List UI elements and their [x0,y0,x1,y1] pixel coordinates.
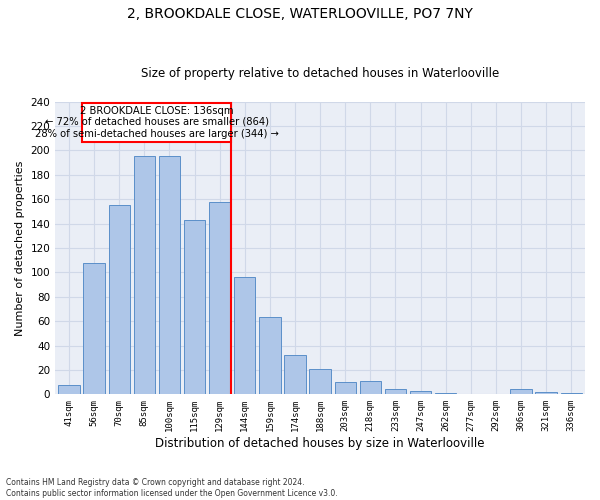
Text: ← 72% of detached houses are smaller (864): ← 72% of detached houses are smaller (86… [45,117,269,127]
Bar [284,356,305,395]
Text: 28% of semi-detached houses are larger (344) →: 28% of semi-detached houses are larger (… [35,129,278,139]
Text: Contains HM Land Registry data © Crown copyright and database right 2024.
Contai: Contains HM Land Registry data © Crown c… [6,478,338,498]
Bar [310,368,331,394]
Bar [410,390,431,394]
Bar [359,381,381,394]
Title: Size of property relative to detached houses in Waterlooville: Size of property relative to detached ho… [141,66,499,80]
Y-axis label: Number of detached properties: Number of detached properties [15,160,25,336]
Bar [259,318,281,394]
Bar [58,384,80,394]
Bar [134,156,155,394]
Bar [184,220,205,394]
Text: 2 BROOKDALE CLOSE: 136sqm: 2 BROOKDALE CLOSE: 136sqm [80,106,233,116]
Bar [82,104,232,142]
Bar [209,202,230,394]
Bar [109,205,130,394]
Bar [159,156,180,394]
X-axis label: Distribution of detached houses by size in Waterlooville: Distribution of detached houses by size … [155,437,485,450]
Bar [510,390,532,394]
Bar [385,390,406,394]
Bar [435,393,457,394]
Bar [535,392,557,394]
Bar [335,382,356,394]
Bar [83,262,105,394]
Bar [560,393,582,394]
Bar [234,277,256,394]
Text: 2, BROOKDALE CLOSE, WATERLOOVILLE, PO7 7NY: 2, BROOKDALE CLOSE, WATERLOOVILLE, PO7 7… [127,8,473,22]
